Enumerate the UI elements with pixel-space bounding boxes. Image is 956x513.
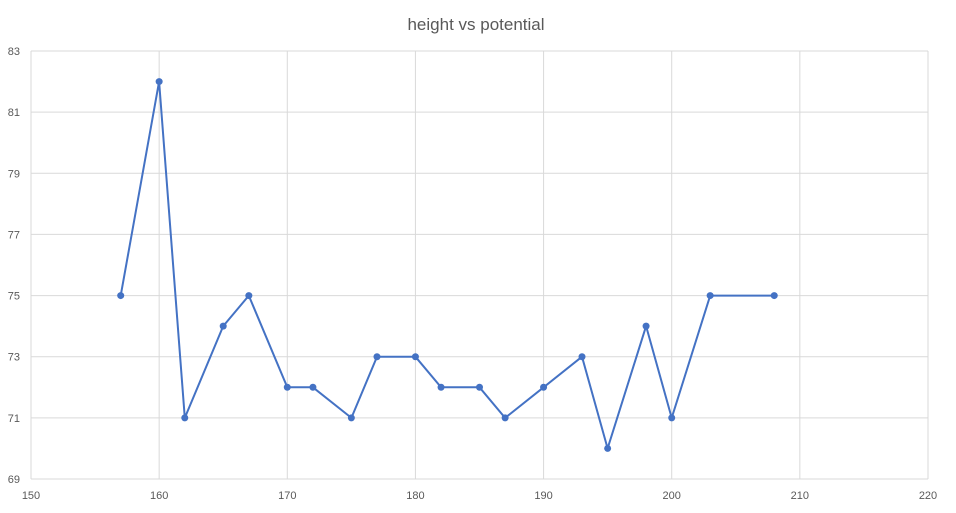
data-point (476, 383, 483, 391)
x-tick-label: 160 (150, 490, 168, 502)
x-tick-label: 220 (919, 490, 937, 502)
data-point (642, 322, 650, 330)
data-point (117, 292, 125, 300)
y-tick-label: 79 (8, 168, 20, 180)
y-tick-label: 77 (8, 229, 20, 241)
y-tick-label: 71 (8, 413, 20, 425)
x-tick-label: 190 (534, 490, 552, 502)
y-tick-label: 69 (8, 474, 20, 486)
gridlines (30, 50, 929, 480)
data-point (604, 444, 612, 452)
x-tick-label: 180 (406, 490, 424, 502)
data-point (309, 383, 317, 391)
data-point (578, 353, 586, 361)
x-tick-label: 200 (663, 490, 681, 502)
x-tick-label: 170 (278, 490, 296, 502)
data-point (540, 383, 548, 391)
data-point (245, 292, 253, 300)
y-tick-label: 81 (8, 107, 20, 119)
y-tick-label: 73 (8, 352, 20, 364)
x-tick-label: 150 (22, 490, 40, 502)
data-point (411, 353, 419, 361)
series-layer (117, 78, 778, 452)
data-point (668, 414, 676, 422)
data-point (283, 383, 291, 391)
data-point (347, 414, 355, 422)
data-point (181, 414, 189, 422)
x-tick-label: 210 (791, 490, 809, 502)
data-point (373, 353, 381, 361)
axis-tick-labels: 150 160 170 180 190 200 210 220 69 71 73 75 77 79 81 83 (8, 46, 937, 502)
data-point (501, 414, 509, 422)
series-line (119, 80, 775, 450)
data-point (770, 292, 778, 300)
y-tick-label: 75 (8, 291, 20, 303)
data-point (706, 292, 714, 300)
chart-title: height vs potential (407, 15, 544, 34)
data-point (219, 322, 227, 330)
data-point (437, 383, 445, 391)
data-point (155, 78, 163, 86)
y-tick-label: 83 (8, 46, 20, 58)
